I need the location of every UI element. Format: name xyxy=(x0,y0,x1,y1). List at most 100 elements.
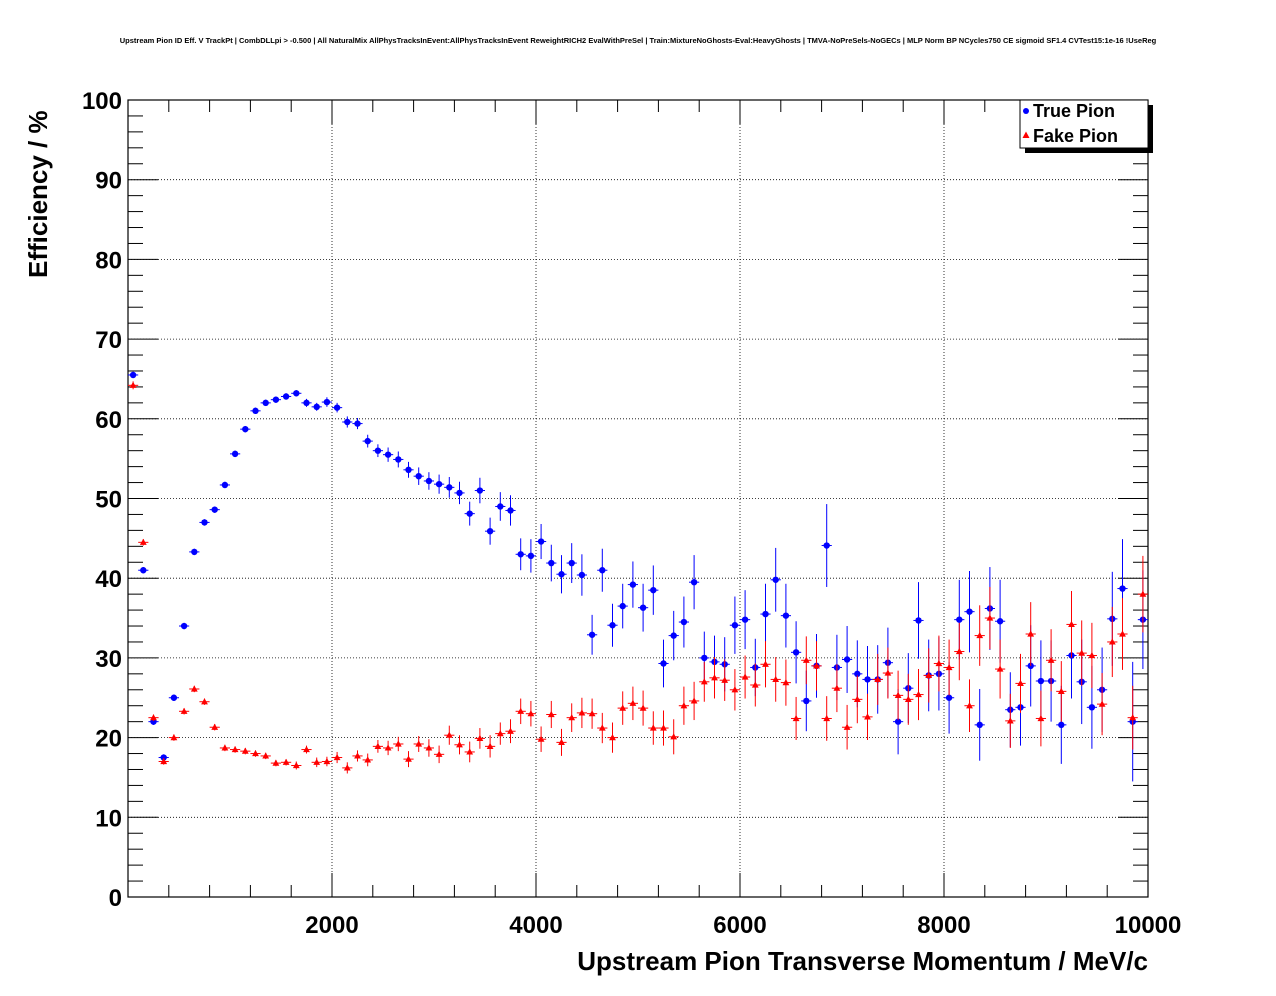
data-point-fake-pion xyxy=(649,724,657,731)
data-point-fake-pion xyxy=(1068,620,1075,628)
data-point-fake-pion xyxy=(915,690,922,698)
data-point-fake-pion xyxy=(721,676,729,683)
data-point-fake-pion xyxy=(1129,714,1137,721)
data-point-fake-pion xyxy=(782,679,790,686)
data-point-fake-pion xyxy=(507,727,514,734)
data-point-true-pion xyxy=(609,622,616,629)
data-point-true-pion xyxy=(823,542,830,549)
data-point-true-pion xyxy=(588,631,596,638)
x-tick-labels: 2000 4000 6000 8000 10000 xyxy=(305,912,1181,939)
data-point-fake-pion xyxy=(211,723,219,730)
data-point-true-pion xyxy=(996,618,1004,625)
data-point-fake-pion xyxy=(1017,679,1024,687)
data-point-true-pion xyxy=(864,676,871,683)
y-tick-label: 80 xyxy=(95,247,122,274)
data-point-fake-pion xyxy=(578,709,586,716)
data-point-fake-pion xyxy=(762,660,769,667)
data-point-fake-pion xyxy=(190,685,198,692)
x-axis-label: Upstream Pion Transverse Momentum / MeV/… xyxy=(577,946,1148,976)
data-point-fake-pion xyxy=(486,742,494,749)
data-point-fake-pion xyxy=(303,745,310,753)
legend-label-fake-pion: Fake Pion xyxy=(1033,126,1118,146)
data-point-fake-pion xyxy=(313,758,321,765)
data-point-fake-pion xyxy=(1139,590,1147,597)
data-point-fake-pion xyxy=(823,714,831,722)
data-point-true-pion xyxy=(558,571,565,578)
data-point-true-pion xyxy=(578,571,586,579)
data-point-fake-pion xyxy=(394,740,402,747)
data-point-fake-pion xyxy=(874,675,882,683)
data-point-fake-pion xyxy=(139,538,147,545)
legend-label-true-pion: True Pion xyxy=(1033,101,1115,121)
data-point-true-pion xyxy=(191,548,198,556)
data-point-fake-pion xyxy=(262,752,270,759)
data-point-true-pion xyxy=(1058,721,1065,729)
data-point-true-pion xyxy=(313,403,320,411)
data-point-true-pion xyxy=(252,407,259,415)
data-point-fake-pion xyxy=(527,710,535,717)
data-point-fake-pion xyxy=(201,698,208,705)
data-point-fake-pion xyxy=(1057,687,1065,694)
data-point-fake-pion xyxy=(670,733,678,740)
data-point-true-pion xyxy=(894,718,902,725)
data-point-fake-pion xyxy=(221,744,229,751)
data-point-true-pion xyxy=(446,484,453,491)
data-point-fake-pion xyxy=(517,707,525,714)
data-point-true-pion xyxy=(272,396,280,403)
data-point-true-pion xyxy=(364,437,371,445)
data-point-fake-pion xyxy=(558,738,565,745)
data-point-fake-pion xyxy=(364,756,372,763)
data-point-fake-pion xyxy=(568,714,576,721)
data-point-fake-pion xyxy=(1027,630,1035,637)
data-point-fake-pion xyxy=(700,678,708,685)
y-tick-label: 40 xyxy=(95,566,122,593)
data-point-true-pion xyxy=(262,399,269,407)
y-tick-label: 90 xyxy=(95,168,122,195)
data-point-true-pion xyxy=(405,466,412,474)
data-point-fake-pion xyxy=(741,673,749,680)
y-tick-label: 60 xyxy=(95,407,122,434)
data-point-true-pion xyxy=(945,694,953,701)
data-point-fake-pion xyxy=(925,671,933,679)
data-point-true-pion xyxy=(660,660,667,667)
data-point-true-pion xyxy=(741,616,749,623)
data-point-fake-pion xyxy=(476,734,484,741)
data-point-fake-pion xyxy=(150,714,157,721)
data-point-fake-pion xyxy=(884,669,892,676)
grid-lines xyxy=(128,100,1148,897)
data-point-true-pion xyxy=(140,567,147,574)
data-point-fake-pion xyxy=(445,731,453,738)
data-point-true-pion xyxy=(915,617,922,624)
data-point-true-pion xyxy=(293,390,300,397)
data-point-fake-pion xyxy=(1098,700,1106,707)
data-point-fake-pion xyxy=(170,734,178,741)
data-point-fake-pion xyxy=(537,735,545,742)
y-tick-label: 100 xyxy=(82,88,122,115)
data-point-true-pion xyxy=(854,670,861,678)
data-point-fake-pion xyxy=(660,724,667,731)
data-point-fake-pion xyxy=(935,659,943,667)
data-point-fake-pion xyxy=(996,665,1004,672)
data-point-fake-pion xyxy=(598,724,606,731)
x-tick-label: 4000 xyxy=(509,912,562,939)
data-point-true-pion xyxy=(1119,585,1126,592)
x-tick-label: 6000 xyxy=(713,912,766,939)
data-point-fake-pion xyxy=(619,704,627,711)
data-point-fake-pion xyxy=(272,759,280,766)
data-point-fake-pion xyxy=(751,681,759,688)
data-point-true-pion xyxy=(507,507,514,514)
data-point-true-pion xyxy=(670,632,677,639)
data-point-fake-pion xyxy=(160,757,168,765)
data-point-true-pion xyxy=(650,586,657,594)
data-point-fake-pion xyxy=(772,675,780,683)
x-tick-label: 10000 xyxy=(1115,912,1182,939)
legend-marker-true-pion xyxy=(1023,108,1029,114)
data-point-true-pion xyxy=(792,649,800,656)
data-point-fake-pion xyxy=(680,702,688,709)
data-point-true-pion xyxy=(690,578,698,586)
data-point-true-pion xyxy=(333,404,341,411)
data-point-fake-pion xyxy=(1037,714,1045,722)
legend-box xyxy=(1019,99,1149,149)
data-point-fake-pion xyxy=(609,734,616,741)
data-point-true-pion xyxy=(486,527,494,535)
